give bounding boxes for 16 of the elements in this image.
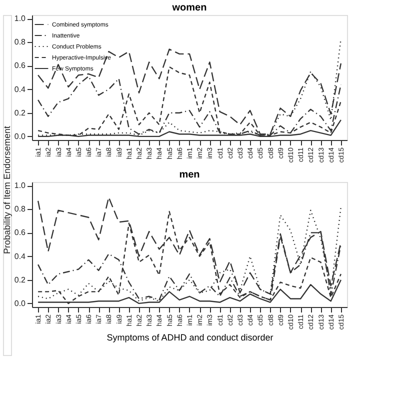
x-axis-title: Symptoms of ADHD and conduct disorder (106, 332, 274, 343)
y-tick-label: 0.2 (14, 275, 26, 284)
y-tick-label: 0.6 (14, 61, 26, 70)
y-tick-label: 0.8 (14, 204, 26, 214)
y-tick-label: 0.0 (14, 132, 26, 141)
y-tick-label: 0.2 (14, 108, 26, 118)
y-tick-label: 1.0 (14, 14, 26, 24)
y-tick-label: 0.4 (14, 84, 26, 94)
y-tick-label: 0.6 (14, 228, 26, 238)
y-tick-label: 0.8 (14, 38, 26, 47)
y-tick-label: 0.0 (14, 298, 26, 308)
y-axis-title: Probability of Item Endorsement (2, 125, 12, 254)
chart-title: men (179, 170, 200, 181)
y-tick-label: 1.0 (14, 181, 26, 190)
y-tick-label: 0.4 (14, 252, 26, 261)
chart-title: women (171, 2, 207, 14)
